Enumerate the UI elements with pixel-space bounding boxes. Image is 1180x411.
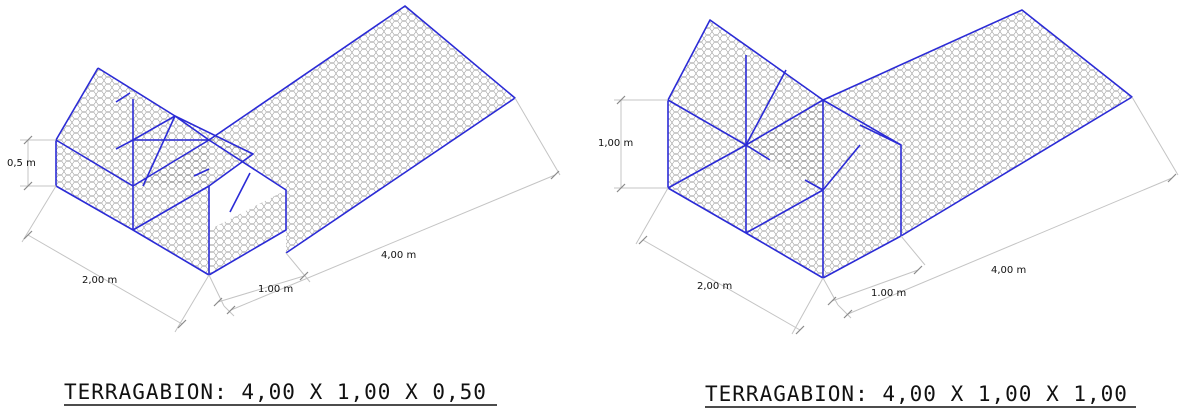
dim-height-label: 1,00 m bbox=[598, 138, 633, 149]
dim-height-label: 0,5 m bbox=[7, 158, 36, 169]
gabion-wire-edges bbox=[667, 9, 1133, 279]
mesh-box-front bbox=[133, 140, 209, 230]
mesh-tail-panel bbox=[823, 10, 1132, 236]
dim-depth-label: 1.00 m bbox=[871, 288, 906, 299]
mesh-front-right bbox=[823, 145, 901, 278]
dim-width-label: 2,00 m bbox=[697, 281, 732, 292]
dimension-lines bbox=[20, 97, 561, 333]
dim-length-label: 4,00 m bbox=[381, 250, 416, 261]
mesh-front-right bbox=[209, 190, 286, 275]
mesh-box-lower bbox=[746, 190, 823, 278]
dim-length-label: 4,00 m bbox=[991, 265, 1026, 276]
dim-width-label: 2,00 m bbox=[82, 275, 117, 286]
gabion-caption: TERRAGABION: 4,00 X 1,00 X 1,00 bbox=[705, 382, 1128, 406]
mesh-tail-panel bbox=[209, 6, 515, 253]
mesh-box-top bbox=[668, 20, 901, 190]
gabion-diagram-100: 1,00 m 2,00 m 1.00 m 4,00 m TERRAGABION:… bbox=[598, 9, 1179, 408]
mesh-box-left bbox=[56, 140, 133, 230]
gabion-caption: TERRAGABION: 4,00 X 1,00 X 0,50 bbox=[64, 380, 487, 404]
gabion-wire-edges bbox=[55, 5, 516, 276]
dimension-lines bbox=[614, 95, 1179, 335]
gabion-diagram-050: 0,5 m 2,00 m 1.00 m 4,00 m TERRAGABION: … bbox=[7, 5, 561, 406]
mesh-box-front bbox=[746, 100, 823, 233]
dim-depth-label: 1.00 m bbox=[258, 284, 293, 295]
